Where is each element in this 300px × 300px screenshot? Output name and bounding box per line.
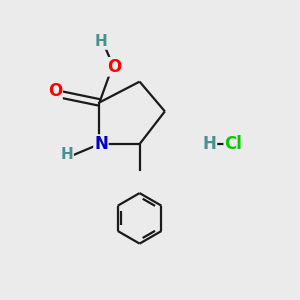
Text: O: O xyxy=(107,58,122,76)
Text: H: H xyxy=(94,34,107,49)
Text: H: H xyxy=(60,147,73,162)
Text: Cl: Cl xyxy=(224,135,242,153)
Text: H: H xyxy=(202,135,216,153)
Text: O: O xyxy=(48,82,62,100)
Text: N: N xyxy=(94,135,108,153)
